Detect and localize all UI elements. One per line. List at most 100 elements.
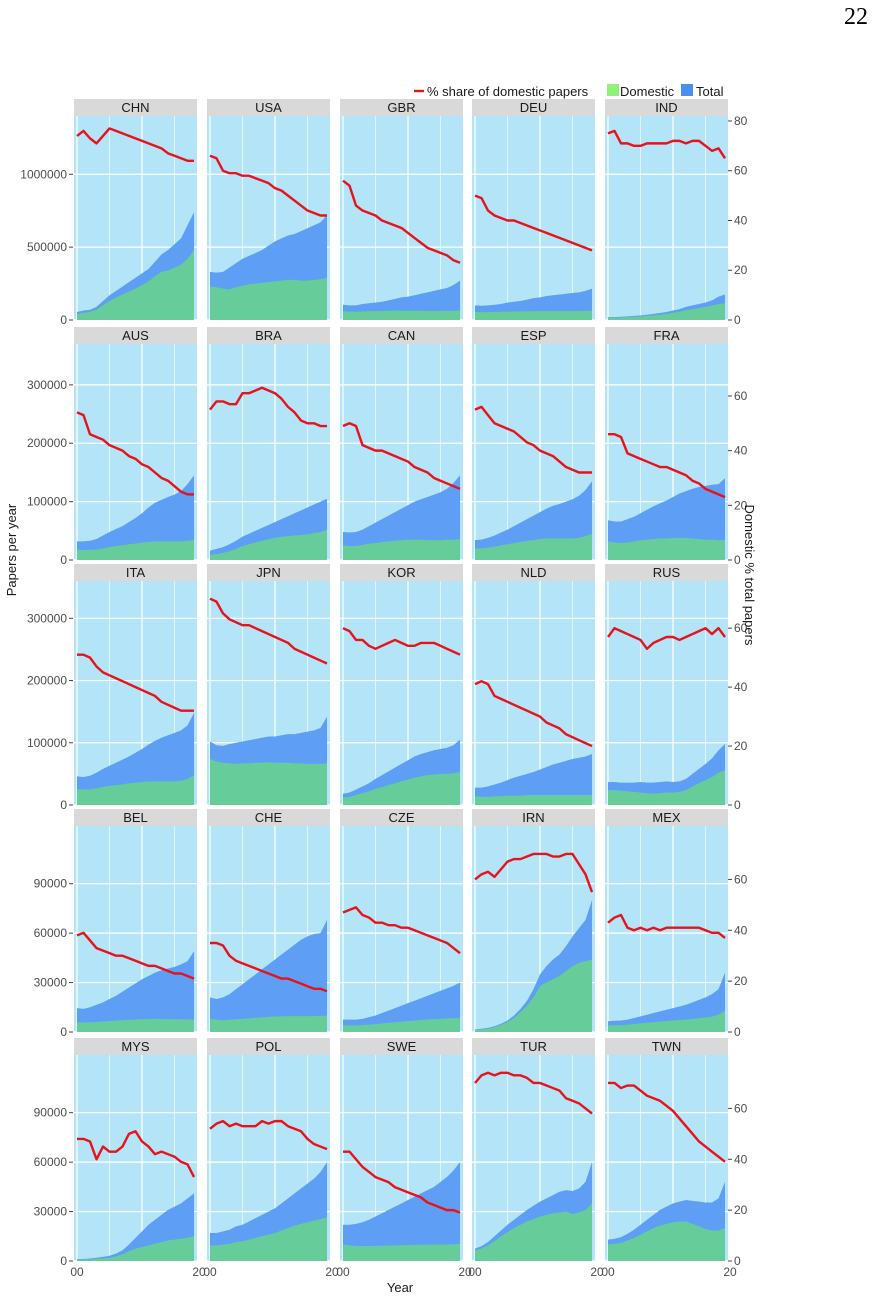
- panel-strip: [207, 809, 330, 826]
- panel-label: ESP: [520, 328, 546, 343]
- y2-tick-label: 60: [734, 621, 748, 635]
- x-tick-label: 20: [590, 1265, 604, 1279]
- panel-label: DEU: [520, 100, 547, 115]
- x-tick-label: 00: [203, 1265, 217, 1279]
- y2-tick-label: 40: [734, 444, 748, 458]
- y2-tick-label: 20: [734, 739, 748, 753]
- panel-ind: IND: [605, 99, 728, 321]
- x-tick-label: 00: [336, 1265, 350, 1279]
- y2-tick-label: 20: [734, 974, 748, 988]
- y2-tick-label: 0: [734, 798, 741, 812]
- panel-strip: [340, 99, 463, 116]
- y-tick-label: 200000: [27, 674, 67, 688]
- panel-label: IRN: [522, 810, 544, 825]
- y2-tick-label: 20: [734, 1203, 748, 1217]
- panel-strip: [74, 327, 197, 344]
- panel-strip: [472, 564, 595, 581]
- panel-strip: [207, 99, 330, 116]
- domestic-area: [77, 775, 194, 805]
- total-area: [343, 1162, 460, 1261]
- chart-legend: % share of domestic papers Domestic Tota…: [414, 84, 724, 99]
- y-tick-label: 1000000: [20, 167, 67, 181]
- share-line: [474, 1071, 593, 1115]
- panel-aus: AUS: [74, 327, 197, 561]
- panel-twn: TWN: [605, 1038, 728, 1262]
- domestic-area: [343, 1243, 460, 1261]
- total-area: [210, 919, 327, 1032]
- y2-tick-label: 20: [734, 263, 748, 277]
- panel-label: FRA: [654, 328, 680, 343]
- panel-bel: BEL: [74, 809, 197, 1033]
- panel-strip: [74, 99, 197, 116]
- domestic-area: [608, 537, 725, 560]
- x-tick-label: 20: [325, 1265, 339, 1279]
- y-tick-label: 300000: [27, 611, 67, 625]
- panel-strip: [340, 327, 463, 344]
- y-tick-label: 30000: [34, 976, 68, 990]
- y2-tick-label: 40: [734, 1152, 748, 1166]
- x-tick-label: 20: [723, 1265, 737, 1279]
- y2-tick-label: 60: [734, 1101, 748, 1115]
- y2-axis-title: Domestic % total papers: [742, 505, 757, 646]
- y2-tick-label: 60: [734, 164, 748, 178]
- y-tick-label: 200000: [27, 436, 67, 450]
- panel-label: GBR: [387, 100, 415, 115]
- y-tick-label: 0: [60, 553, 67, 567]
- panel-label: NLD: [520, 565, 546, 580]
- y2-tick-label: 60: [734, 872, 748, 886]
- y-axis-title: Papers per year: [4, 503, 19, 596]
- y-tick-label: 90000: [34, 1106, 68, 1120]
- domestic-area: [608, 770, 725, 805]
- legend-domestic-swatch: [607, 84, 619, 96]
- panel-strip: [340, 564, 463, 581]
- domestic-area: [475, 795, 592, 805]
- y2-tick-label: 20: [734, 498, 748, 512]
- domestic-area: [475, 533, 592, 560]
- y2-tick-label: 0: [734, 553, 741, 567]
- y2-tick-label: 40: [734, 213, 748, 227]
- panel-che: CHE: [207, 809, 330, 1033]
- panel-strip: [605, 1038, 728, 1055]
- panel-label: TWN: [652, 1039, 682, 1054]
- y2-tick-label: 80: [734, 114, 748, 128]
- domestic-area: [343, 1017, 460, 1032]
- share-line: [343, 1150, 461, 1214]
- panel-esp: ESP: [472, 327, 595, 561]
- y-tick-label: 0: [60, 313, 67, 327]
- panel-strip: [74, 564, 197, 581]
- total-area: [608, 972, 725, 1032]
- y-tick-label: 0: [60, 798, 67, 812]
- panel-chn: CHN: [74, 99, 197, 321]
- legend-total-label: Total: [696, 84, 724, 99]
- panel-label: CHN: [121, 100, 149, 115]
- panel-bra: BRA: [207, 327, 330, 561]
- domestic-area: [475, 959, 592, 1032]
- share-line: [607, 129, 727, 159]
- y2-tick-label: 40: [734, 923, 748, 937]
- y2-tick-label: 0: [734, 1025, 741, 1039]
- domestic-area: [475, 310, 592, 320]
- panel-label: ITA: [126, 565, 146, 580]
- panel-strip: [74, 1038, 197, 1055]
- panel-label: JPN: [256, 565, 281, 580]
- panel-tur: TUR: [472, 1038, 595, 1262]
- panel-label: SWE: [387, 1039, 417, 1054]
- panel-label: CHE: [255, 810, 283, 825]
- share-line: [77, 653, 194, 712]
- share-line: [342, 627, 461, 656]
- y-tick-label: 90000: [34, 877, 68, 891]
- total-area: [77, 951, 194, 1032]
- panel-ita: ITA: [74, 564, 197, 806]
- panel-strip: [340, 809, 463, 826]
- y-tick-label: 60000: [34, 1155, 68, 1169]
- panel-label: USA: [255, 100, 282, 115]
- panel-label: BEL: [123, 810, 148, 825]
- total-area: [343, 475, 460, 560]
- share-line: [209, 1119, 328, 1151]
- y-tick-label: 300000: [27, 378, 67, 392]
- legend-share-label: % share of domestic papers: [427, 84, 589, 99]
- y-tick-label: 0: [60, 1025, 67, 1039]
- total-area: [77, 475, 194, 560]
- share-line: [474, 405, 592, 474]
